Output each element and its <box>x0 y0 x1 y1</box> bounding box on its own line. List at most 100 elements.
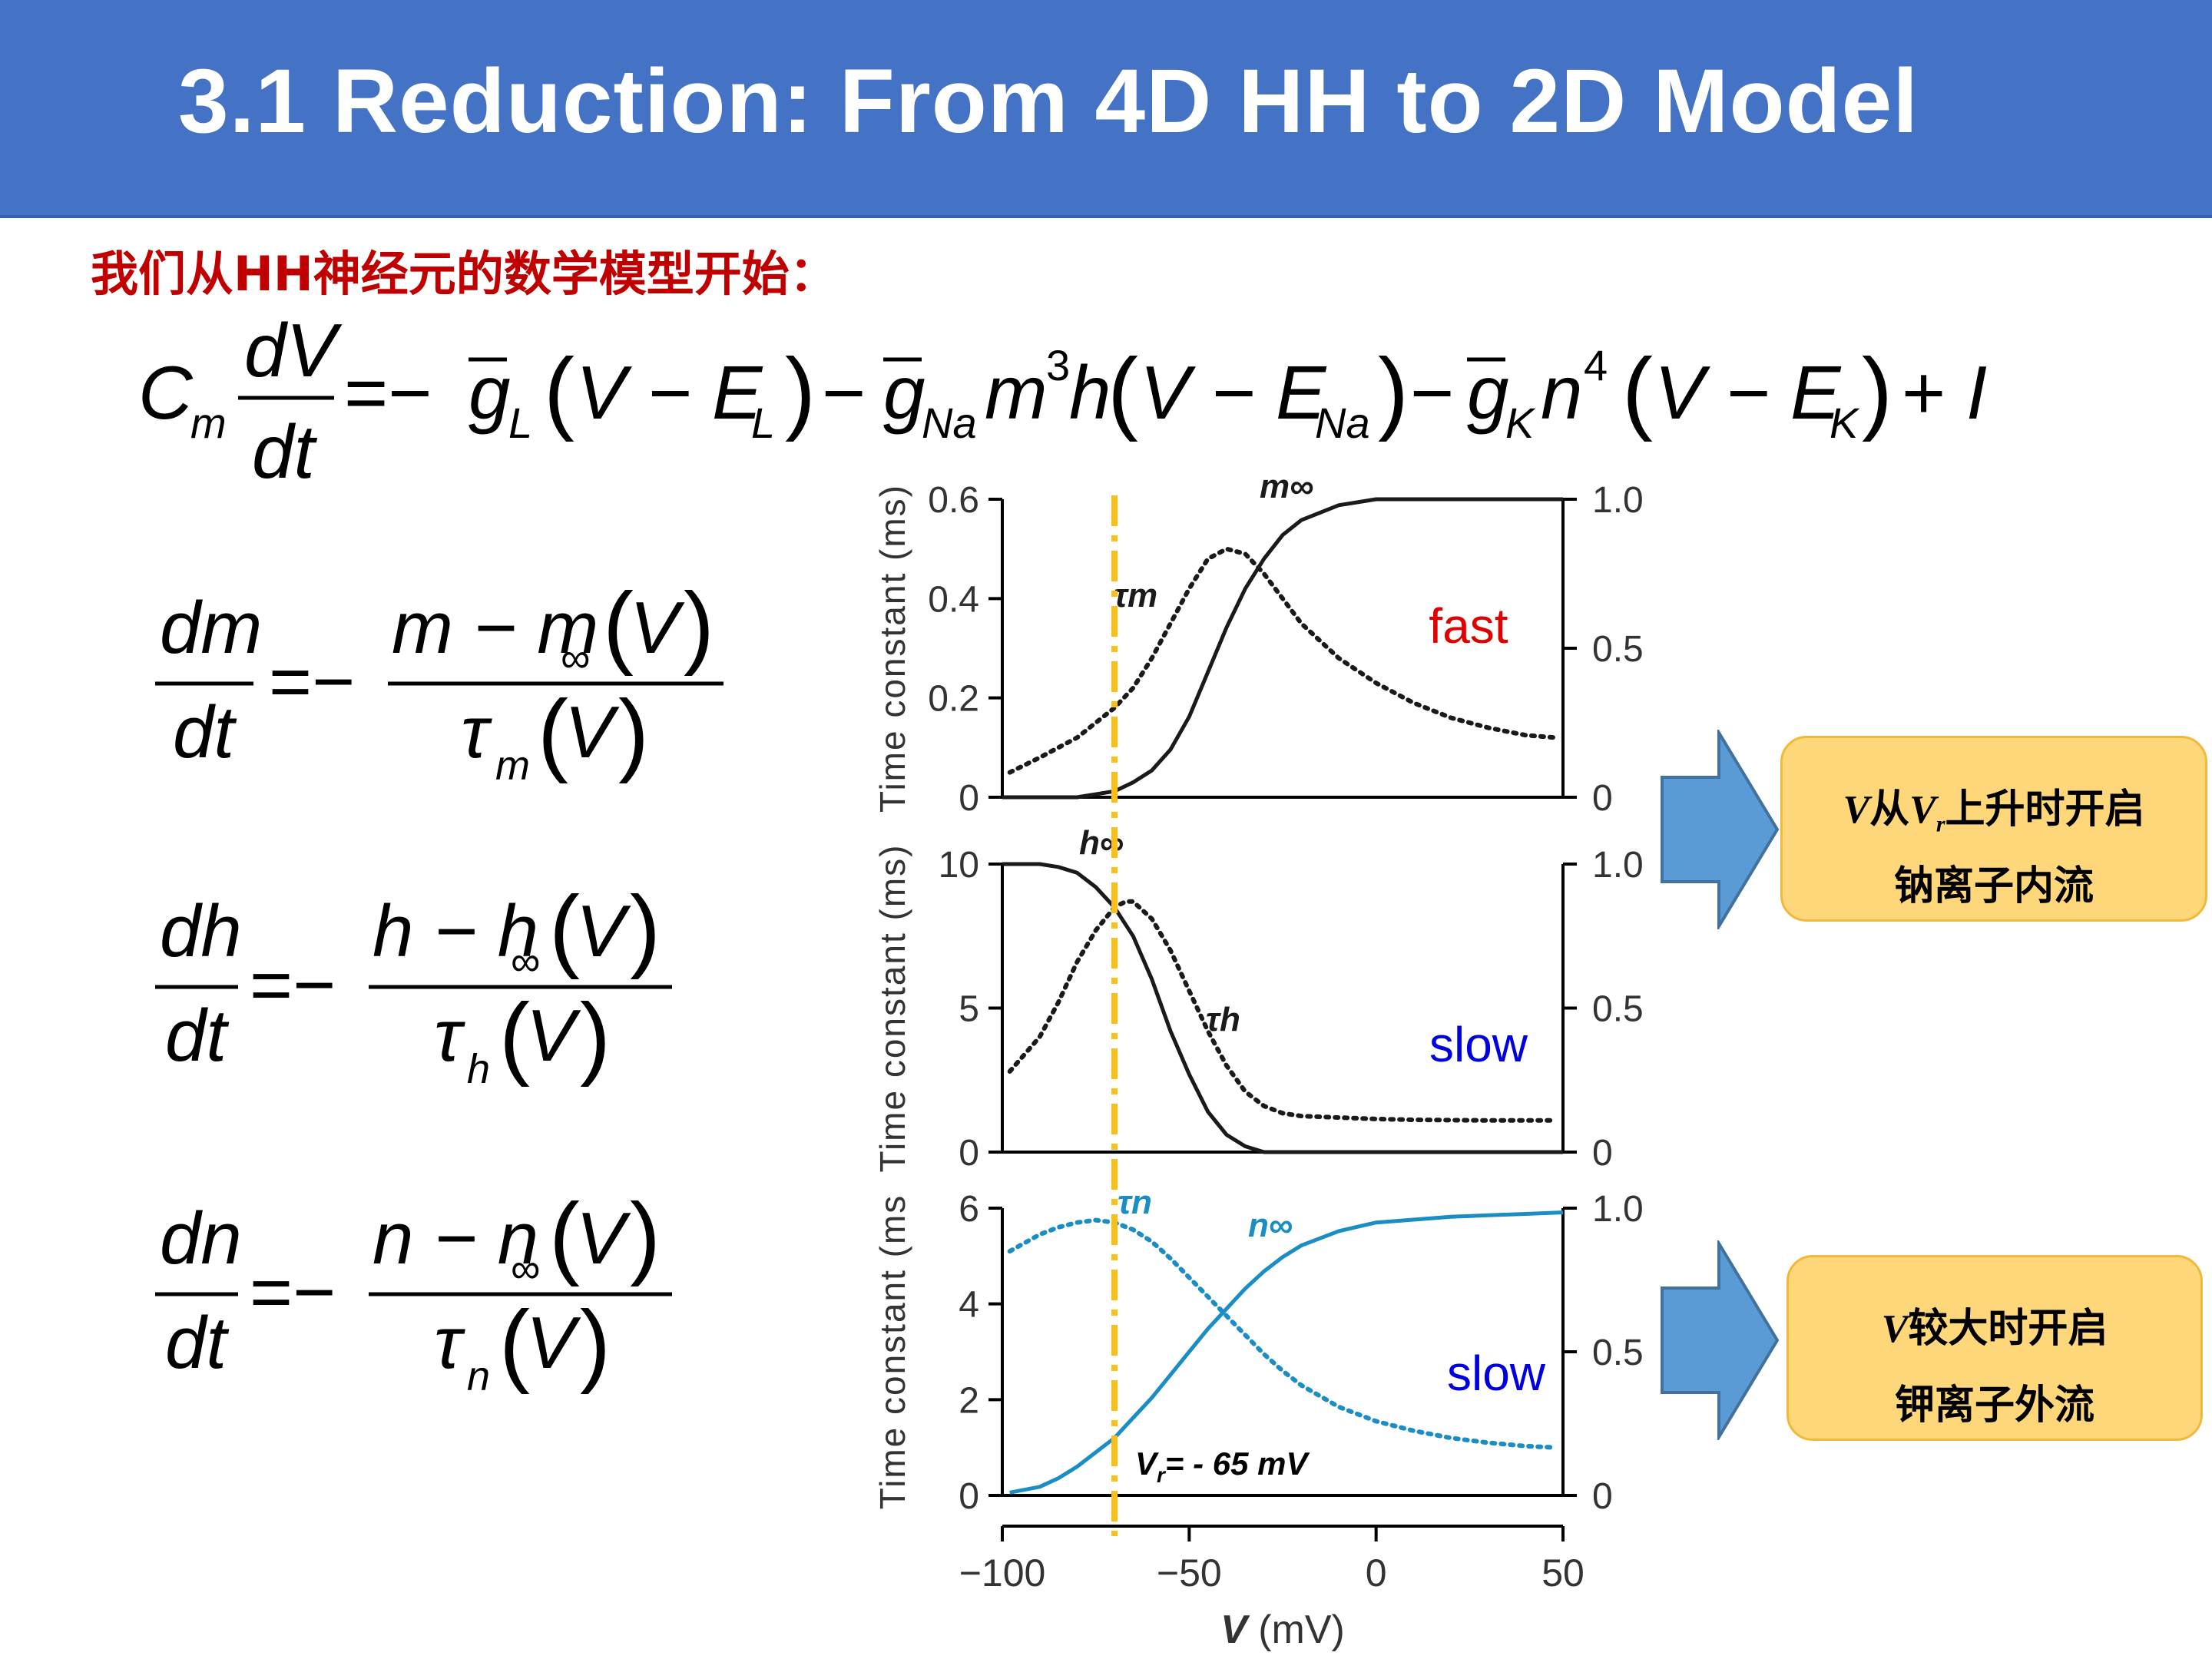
inf-curve-1 <box>1002 497 1563 800</box>
y-tick-label-right: 0.5 <box>1592 989 1644 1030</box>
y-tick-label-right: 1.0 <box>1592 480 1644 521</box>
svg-text:dt: dt <box>165 1302 229 1384</box>
svg-text:dV: dV <box>244 308 343 392</box>
svg-text:−: − <box>822 350 866 435</box>
svg-text:V: V <box>565 691 620 773</box>
svg-text:g: g <box>883 350 926 435</box>
svg-text:): ) <box>630 1184 661 1287</box>
svg-text:V: V <box>576 1197 631 1280</box>
y-tick-label-left: 6 <box>959 1189 979 1230</box>
y-tick-label-left: 4 <box>959 1285 979 1326</box>
svg-text:Na: Na <box>1315 399 1370 447</box>
potassium-callout: V较大时开启 钾离子外流 <box>1786 1255 2203 1441</box>
chart-panel-3: 0 2 4 6 0 0.5 1.0 Time constant (ms n∞ τn slow −100… <box>873 1184 1644 1652</box>
membrane-equation: C m dV dt =− g L ( V − E L ) − g Na m 3 … <box>138 308 1987 494</box>
x-tick-label: −100 <box>959 1551 1046 1594</box>
svg-text:): ) <box>580 1292 611 1395</box>
svg-text:h: h <box>1069 350 1111 435</box>
gating-equation-m: dm dt =− m − m ∞ ( V ) τ m ( V ) <box>155 574 724 789</box>
svg-text:∞: ∞ <box>511 1246 541 1292</box>
svg-text:dn: dn <box>160 1197 242 1280</box>
chart-panel-1: 0 0.2 0.4 0.6 0 0.5 1.0 Time constant (ms) m∞ τm f… <box>873 468 1644 819</box>
svg-text:dt: dt <box>165 995 229 1077</box>
arrow-icon-potassium <box>1661 1240 1780 1440</box>
svg-text:−: − <box>1410 350 1454 435</box>
svg-text:): ) <box>1862 339 1892 442</box>
gating-equation-n: dn dt =− n − n ∞ ( V ) τ n ( V ) <box>155 1184 672 1399</box>
svg-text:(: ( <box>1108 339 1138 442</box>
y-tick-label-right: 1.0 <box>1592 845 1644 886</box>
y-tick-label-right: 0 <box>1592 1133 1613 1174</box>
svg-text:V − E: V − E <box>576 350 763 435</box>
sodium-callout-line1: V从Vr上升时开启 <box>1843 786 2145 837</box>
svg-text:=−: =− <box>344 350 432 435</box>
svg-text:(: ( <box>549 1184 580 1287</box>
svg-text:h: h <box>467 1046 490 1092</box>
svg-text:V: V <box>576 890 631 972</box>
svg-text:(: ( <box>549 877 580 980</box>
y-axis-label: Time constant (ms) <box>873 484 912 813</box>
svg-text:): ) <box>618 681 649 784</box>
slide-subtitle: 我们从HH神经元的数学模型开始： <box>91 246 837 302</box>
y-tick-label-left: 0 <box>959 1133 979 1174</box>
svg-text:): ) <box>580 985 611 1088</box>
inf-curve-2 <box>1002 862 1563 1154</box>
y-tick-label-left: 0.2 <box>928 679 979 720</box>
svg-text:=−: =− <box>250 1251 336 1333</box>
svg-text:=−: =− <box>269 641 355 723</box>
y-tick-label-left: 5 <box>959 989 979 1030</box>
svg-text:(: ( <box>603 574 634 677</box>
y-tick-label-right: 0.5 <box>1592 1333 1644 1373</box>
svg-text:(: ( <box>499 985 530 1088</box>
svg-text:V: V <box>630 587 685 669</box>
svg-text:(: ( <box>544 339 575 442</box>
svg-text:Na: Na <box>922 399 977 447</box>
arrow-icon-sodium <box>1661 730 1780 929</box>
svg-text:V − E: V − E <box>1654 350 1842 435</box>
gating-equation-h: dh dt =− h − h ∞ ( V ) τ h ( V ) <box>155 877 672 1092</box>
y-tick-label-left: 0.4 <box>928 579 979 620</box>
svg-text:+: + <box>1902 350 1945 435</box>
series-label: τn <box>1118 1184 1152 1221</box>
svg-text:g: g <box>1467 350 1509 435</box>
svg-text:3: 3 <box>1046 341 1070 389</box>
svg-text:): ) <box>684 574 714 677</box>
x-tick-label: 0 <box>1366 1551 1387 1594</box>
svg-text:4: 4 <box>1584 341 1608 389</box>
series-label: n∞ <box>1248 1207 1293 1244</box>
y-tick-label-left: 0 <box>959 778 979 819</box>
series-label: m∞ <box>1260 468 1314 505</box>
potassium-callout-line1: V较大时开启 <box>1881 1306 2108 1352</box>
svg-text:dm: dm <box>160 587 262 669</box>
svg-text:τ: τ <box>434 995 465 1077</box>
tau-curve-2 <box>1007 899 1558 1123</box>
svg-text:I: I <box>1966 350 1987 435</box>
svg-text:V: V <box>526 995 581 1077</box>
svg-text:K: K <box>1505 399 1536 447</box>
svg-text:τ: τ <box>434 1302 465 1384</box>
y-tick-label-right: 0.5 <box>1592 629 1644 670</box>
potassium-callout-line2: 钾离子外流 <box>1894 1382 2094 1429</box>
svg-text:n: n <box>1541 350 1583 435</box>
y-tick-label-right: 1.0 <box>1592 1189 1644 1230</box>
sodium-callout: V从Vr上升时开启 钠离子内流 <box>1780 736 2207 922</box>
svg-text:): ) <box>630 877 661 980</box>
sodium-callout-line2: 钠离子内流 <box>1893 863 2094 909</box>
vr-annotation: Vr= - 65 mV <box>1135 1445 1310 1487</box>
series-label: τh <box>1206 1001 1240 1038</box>
svg-text:n − n: n − n <box>373 1197 538 1280</box>
svg-text:(: ( <box>499 1292 530 1395</box>
svg-text:(: ( <box>1622 339 1653 442</box>
tau-curve-3 <box>1007 1217 1558 1450</box>
inf-curve-3 <box>1009 1210 1564 1495</box>
svg-text:τ: τ <box>461 691 492 773</box>
svg-text:K: K <box>1830 399 1860 447</box>
y-tick-label-right: 0 <box>1592 1476 1613 1517</box>
title-bar: 3.1 Reduction: From 4D HH to 2D Model <box>0 0 2212 218</box>
svg-text:dt: dt <box>173 691 237 773</box>
speed-label: slow <box>1447 1346 1546 1401</box>
svg-text:m: m <box>190 399 227 447</box>
x-axis-label: V (mV) <box>1220 1608 1345 1652</box>
